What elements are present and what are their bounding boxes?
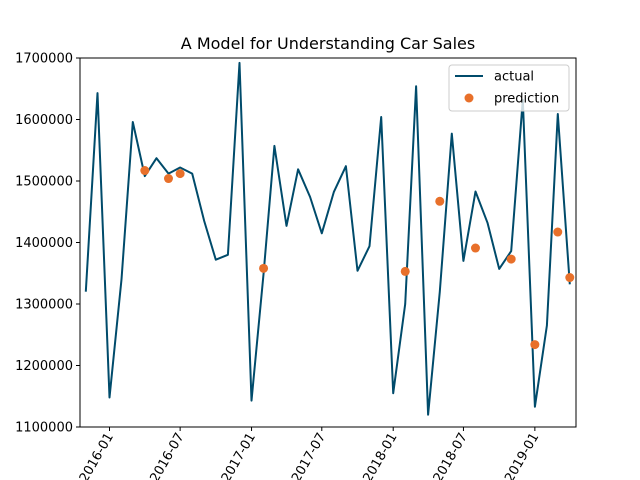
legend-label: actual xyxy=(494,70,534,85)
legend-swatch-prediction xyxy=(464,93,474,103)
y-tick-label: 1100000 xyxy=(15,421,73,436)
x-tick-label: 2017-07 xyxy=(289,431,329,480)
plot-frame xyxy=(79,57,577,428)
prediction-point xyxy=(530,340,540,350)
series-line-actual xyxy=(84,61,571,416)
prediction-point xyxy=(140,166,150,176)
x-axis: 2016-01 2016-07 2017-01 2017-07 2018-01 2018-… xyxy=(77,427,542,480)
x-tick-label: 2016-01 xyxy=(77,431,117,480)
prediction-point xyxy=(435,196,445,206)
y-tick-label: 1500000 xyxy=(15,175,73,190)
y-tick-label: 1400000 xyxy=(15,236,73,251)
prediction-point xyxy=(470,243,480,253)
prediction-point xyxy=(400,266,410,276)
x-tick-label: 2018-07 xyxy=(431,431,471,480)
chart-title: A Model for Understanding Car Sales xyxy=(181,34,475,53)
prediction-point xyxy=(175,169,185,179)
y-tick-label: 1200000 xyxy=(15,359,73,374)
prediction-point xyxy=(553,227,563,237)
x-tick-label: 2019-01 xyxy=(502,431,542,480)
prediction-point xyxy=(506,254,516,264)
y-tick-label: 1300000 xyxy=(15,298,73,313)
plot-area xyxy=(80,58,576,427)
x-tick-label: 2017-01 xyxy=(219,431,259,480)
legend: actual prediction xyxy=(448,64,570,112)
x-tick-label: 2016-07 xyxy=(147,431,187,480)
series-layer xyxy=(84,61,575,416)
y-tick-label: 1600000 xyxy=(15,113,73,128)
y-tick-label: 1700000 xyxy=(15,52,73,67)
y-axis: 1100000 1200000 1300000 1400000 1500000 16000… xyxy=(15,52,80,436)
legend-label: prediction xyxy=(494,92,559,107)
prediction-point xyxy=(565,273,575,283)
prediction-point xyxy=(163,174,173,184)
prediction-point xyxy=(259,263,269,273)
x-tick-label: 2018-01 xyxy=(361,431,401,480)
